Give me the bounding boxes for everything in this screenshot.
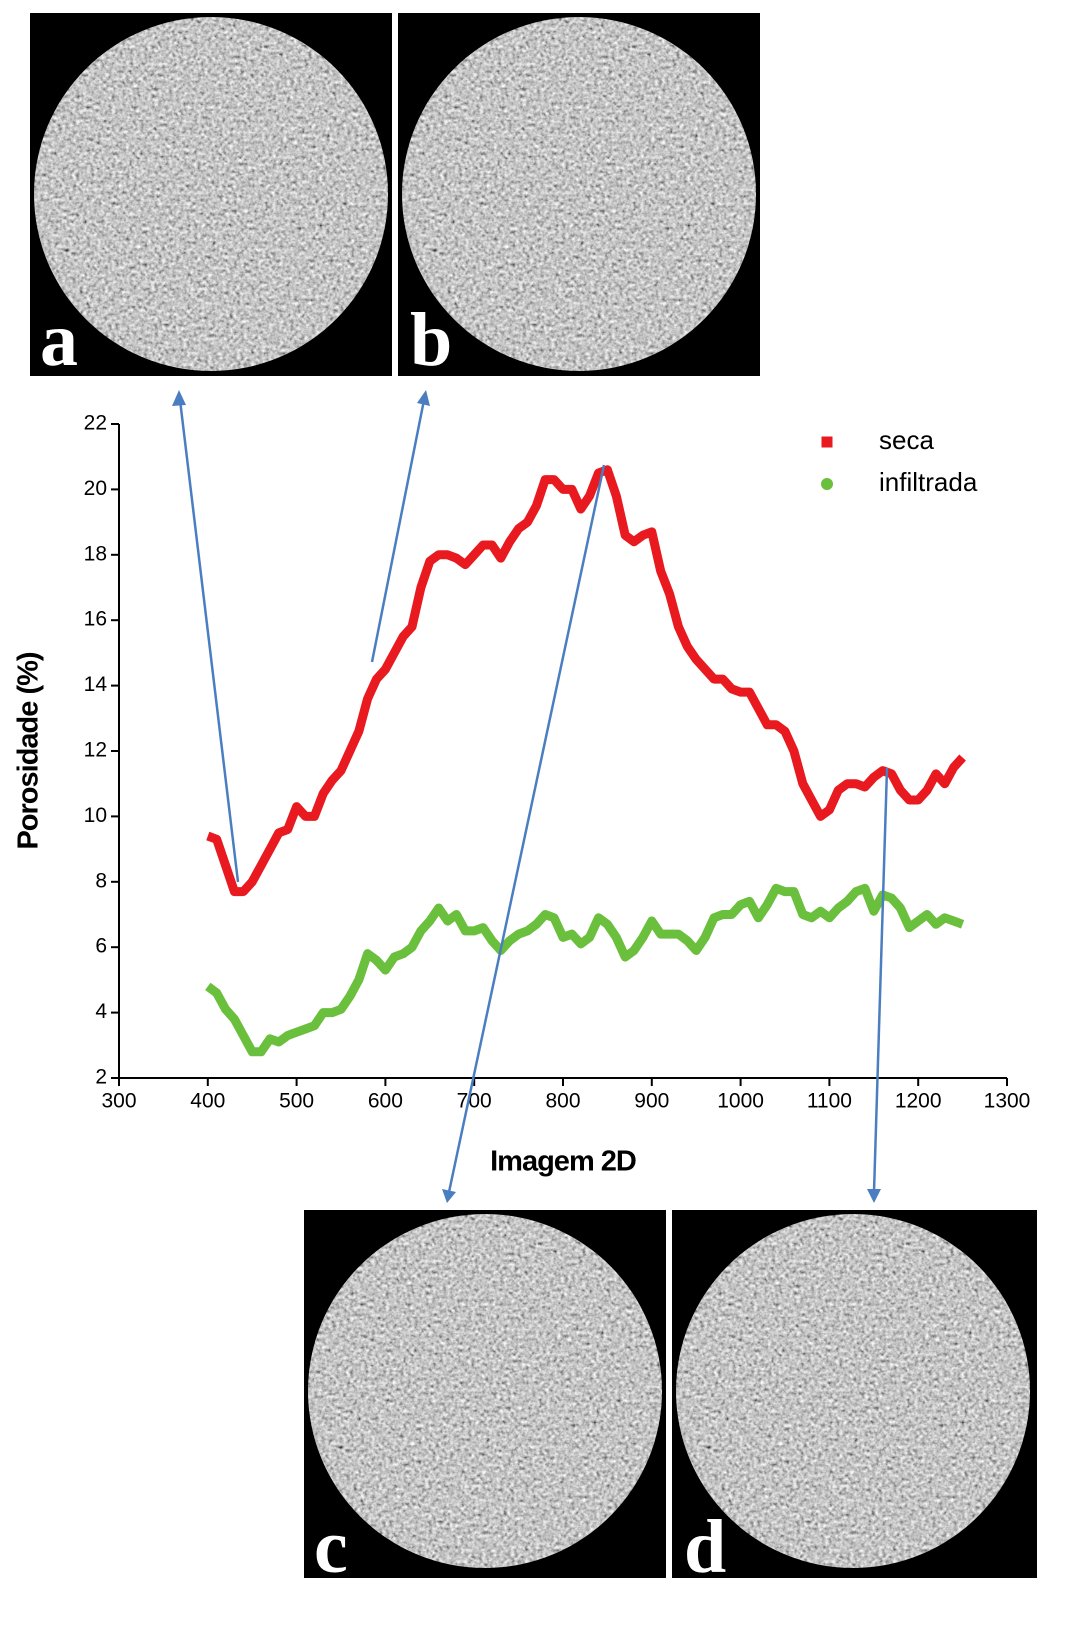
data-line: [206, 465, 966, 897]
x-tick-label: 800: [545, 1090, 580, 1113]
legend-marker: [821, 478, 833, 490]
arrows: [172, 390, 889, 1203]
x-tick-label: 300: [101, 1090, 136, 1113]
x-tick-label: 1200: [895, 1090, 942, 1113]
y-tick-label: 18: [84, 542, 107, 565]
data-line: [205, 883, 965, 1057]
plot-area: 2 4 6 8 10 12 14 16 18 20 22 300 400 500 600 700 800 900 1…: [84, 412, 1031, 1113]
y-axis-title: Porosidade (%): [13, 652, 45, 849]
x-tick-label: 600: [368, 1090, 403, 1113]
scan-image: c: [304, 1210, 666, 1589]
legend-marker: [821, 436, 833, 448]
y-tick-label: 4: [95, 1000, 107, 1023]
y-tick-label: 12: [84, 739, 107, 762]
scan-image: b: [398, 13, 760, 382]
x-tick-label: 900: [634, 1090, 669, 1113]
y-tick-label: 20: [84, 477, 107, 500]
x-tick-label: 500: [279, 1090, 314, 1113]
y-tick-label: 22: [84, 412, 107, 435]
legend-label: infiltrada: [879, 467, 978, 497]
scan-image: a: [30, 13, 392, 382]
scan-image: d: [672, 1210, 1037, 1589]
y-tick-label: 14: [84, 673, 108, 696]
panel-label: d: [684, 1505, 726, 1589]
y-tick-label: 10: [84, 804, 107, 827]
x-tick-label: 700: [457, 1090, 492, 1113]
y-tick-label: 6: [95, 935, 107, 958]
y-tick-label: 8: [95, 869, 107, 892]
x-tick-label: 1000: [717, 1090, 764, 1113]
x-tick-label: 1300: [984, 1090, 1031, 1113]
panel-label: c: [314, 1505, 348, 1589]
panel-label: a: [40, 298, 78, 382]
x-axis-title: Imagem 2D: [490, 1146, 636, 1178]
legend-label: seca: [879, 425, 934, 455]
y-tick-label: 2: [95, 1066, 107, 1089]
y-tick-label: 16: [84, 608, 107, 631]
panel-label: b: [410, 298, 452, 382]
x-tick-label: 400: [190, 1090, 225, 1113]
x-tick-label: 1100: [807, 1090, 852, 1113]
